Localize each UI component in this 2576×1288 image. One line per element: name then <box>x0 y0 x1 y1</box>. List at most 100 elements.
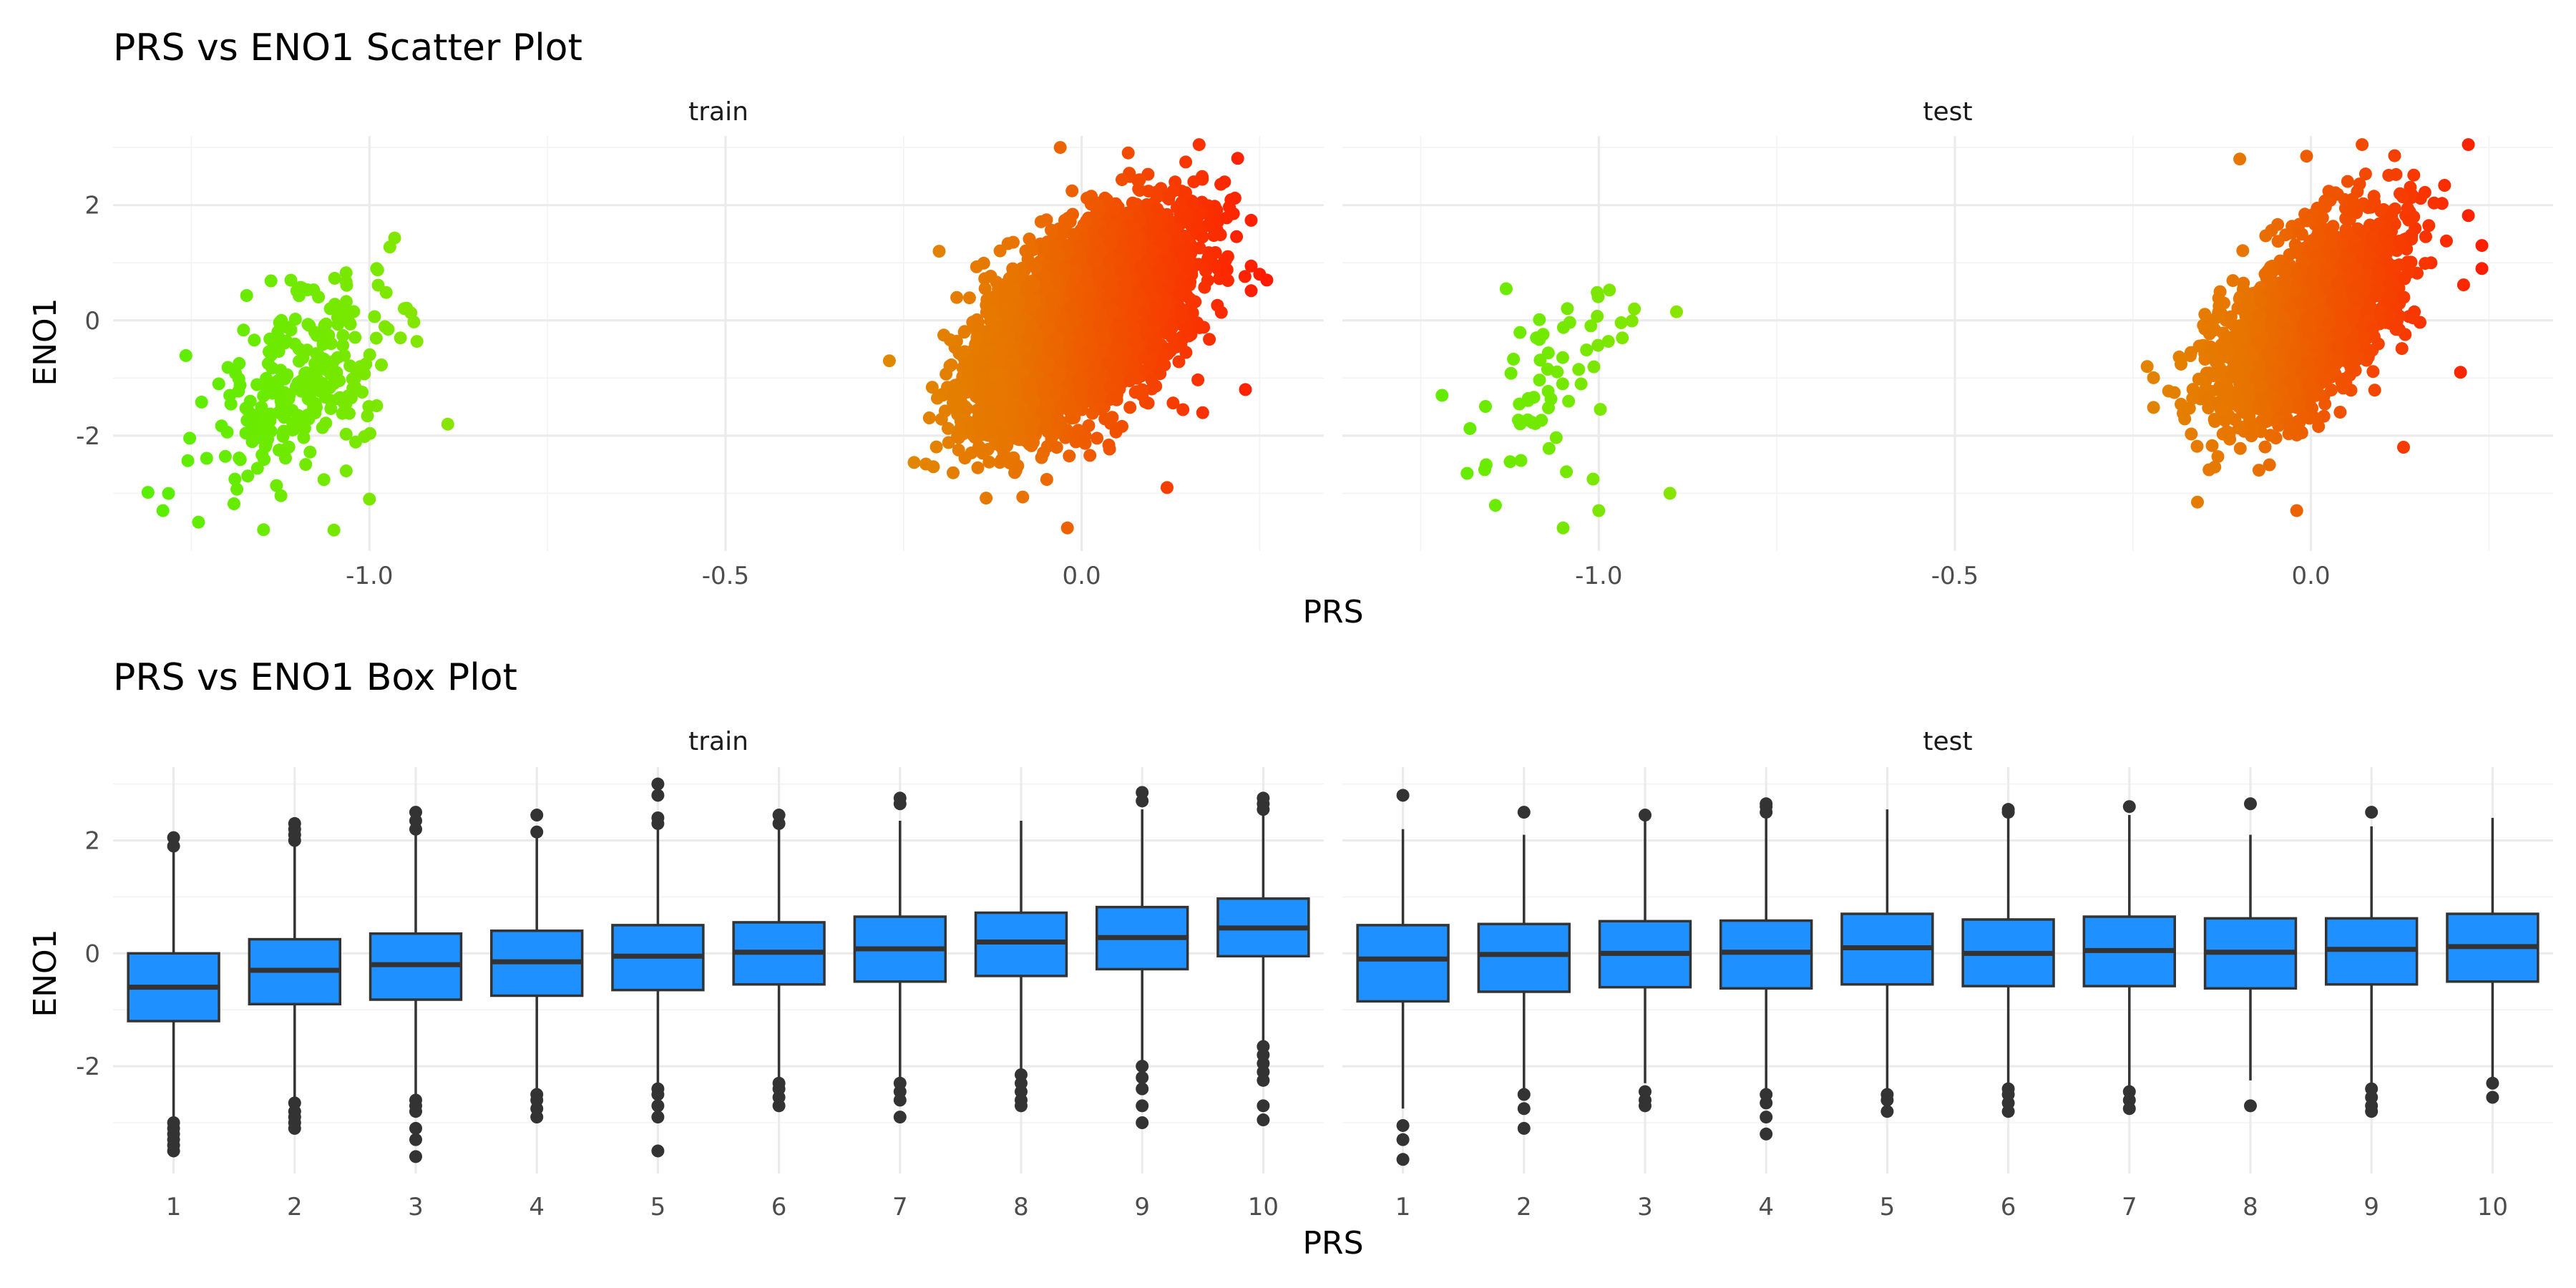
scatter-point <box>224 397 238 411</box>
scatter-point <box>407 315 421 328</box>
scatter-point <box>232 372 245 386</box>
scatter-point <box>195 395 208 409</box>
scatter-point <box>312 291 326 304</box>
scatter-point <box>301 380 314 394</box>
scatter-point <box>1029 261 1042 275</box>
scatter-point <box>240 289 253 302</box>
scatter-point <box>305 394 318 408</box>
scatter-point <box>336 328 350 342</box>
scatter-point <box>348 331 362 344</box>
scatter-point <box>284 273 298 287</box>
scatter-point <box>935 412 948 426</box>
scatter-point <box>368 310 381 323</box>
scatter-point <box>1187 175 1201 189</box>
scatter-point <box>958 345 972 358</box>
scatter-point <box>336 406 349 420</box>
scatter-point <box>274 489 288 502</box>
scatter-point <box>1193 241 1206 255</box>
scatter-point <box>317 473 331 487</box>
scatter-point <box>257 523 270 537</box>
scatter-point <box>1109 425 1123 439</box>
scatter-point <box>298 366 312 380</box>
scatter-point <box>1231 152 1244 165</box>
scatter-point <box>250 378 264 391</box>
scatter-point <box>1203 333 1216 346</box>
scatter-point <box>276 429 290 443</box>
scatter-point <box>303 445 317 459</box>
scatter-point <box>258 427 272 440</box>
scatter-point <box>1085 406 1099 420</box>
scatter-points-train <box>141 138 1274 537</box>
scatter-point <box>221 361 235 374</box>
scatter-point <box>978 282 992 296</box>
scatter-point <box>1065 184 1079 197</box>
scatter-point <box>370 262 384 275</box>
scatter-point <box>181 454 195 467</box>
scatter-point <box>328 271 341 285</box>
scatter-point <box>1191 373 1205 386</box>
scatter-strip-train: train <box>688 97 748 127</box>
scatter-point <box>919 457 932 471</box>
scatter-point <box>327 523 341 537</box>
scatter-title: PRS vs ENO1 Scatter Plot <box>113 26 582 69</box>
scatter-point <box>282 440 296 454</box>
scatter-point <box>1131 174 1145 187</box>
scatter-point <box>266 382 280 396</box>
scatter-point <box>1201 252 1215 265</box>
scatter-point <box>263 332 277 346</box>
scatter-point <box>232 384 245 398</box>
scatter-point <box>278 372 291 386</box>
scatter-point <box>258 453 271 467</box>
scatter-point <box>288 313 302 326</box>
scatter-point <box>162 487 175 500</box>
scatter-point <box>943 333 957 346</box>
scatter-point <box>318 379 331 392</box>
scatter-point <box>363 492 376 506</box>
scatter-point <box>1230 230 1244 243</box>
scatter-point <box>319 416 333 430</box>
scatter-point <box>1016 490 1030 504</box>
scatter-point <box>1166 396 1180 410</box>
scatter-point <box>330 366 343 379</box>
scatter-point <box>922 411 936 424</box>
scatter-point <box>1218 175 1231 189</box>
scatter-point <box>212 377 225 391</box>
scatter-point <box>942 421 955 435</box>
scatter-point <box>259 438 273 452</box>
scatter-point <box>313 328 327 341</box>
scatter-point <box>952 431 965 444</box>
scatter-point <box>192 515 205 529</box>
scatter-point <box>339 464 353 478</box>
scatter-point <box>1149 185 1163 199</box>
scatter-point <box>308 357 322 370</box>
scatter-point <box>230 482 244 496</box>
scatter-point <box>319 317 333 331</box>
scatter-point <box>379 320 391 333</box>
scatter-point <box>228 472 242 486</box>
scatter-point <box>982 455 996 469</box>
scatter-point <box>958 452 972 465</box>
scatter-point <box>264 274 278 288</box>
scatter-point <box>1179 155 1193 169</box>
scatter-point <box>1098 412 1112 426</box>
scatter-point <box>299 458 313 472</box>
scatter-point <box>1244 284 1258 298</box>
scatter-point <box>1192 138 1206 152</box>
scatter-point <box>400 301 414 315</box>
scatter-plot: PRS vs ENO1 Scatter Plot train test -202… <box>27 26 2553 630</box>
scatter-point <box>336 303 349 316</box>
scatter-point <box>362 400 376 414</box>
scatter-point <box>984 270 997 283</box>
scatter-point <box>237 323 250 337</box>
scatter-point <box>324 402 338 415</box>
scatter-point <box>1091 431 1104 445</box>
scatter-point <box>1037 241 1050 255</box>
scatter-point <box>233 453 247 467</box>
scatter-point <box>339 427 353 441</box>
scatter-point <box>336 338 350 352</box>
scatter-point <box>375 358 388 371</box>
scatter-point <box>296 281 309 295</box>
scatter-point <box>297 431 311 444</box>
